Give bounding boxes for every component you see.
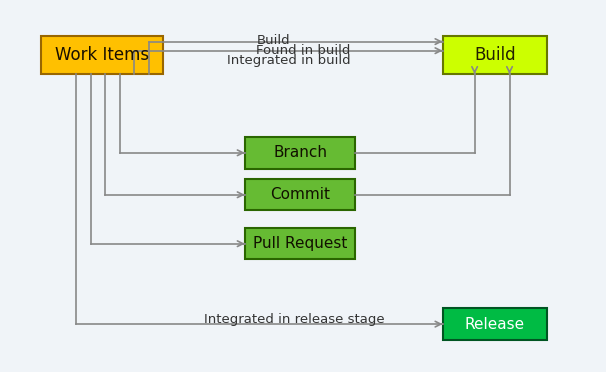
FancyBboxPatch shape (442, 36, 547, 74)
Text: Release: Release (465, 317, 525, 331)
Text: Branch: Branch (273, 145, 327, 160)
Text: Work Items: Work Items (55, 46, 149, 64)
Text: Integrated in release stage: Integrated in release stage (204, 314, 385, 326)
FancyBboxPatch shape (245, 179, 355, 211)
Text: Build: Build (474, 46, 516, 64)
FancyBboxPatch shape (245, 137, 355, 169)
Text: Found in build: Found in build (256, 44, 351, 57)
Text: Build: Build (256, 34, 290, 47)
FancyBboxPatch shape (442, 308, 547, 340)
FancyBboxPatch shape (41, 36, 164, 74)
FancyBboxPatch shape (245, 228, 355, 259)
Text: Pull Request: Pull Request (253, 236, 347, 251)
Text: Integrated in build: Integrated in build (227, 54, 351, 67)
Text: Commit: Commit (270, 187, 330, 202)
